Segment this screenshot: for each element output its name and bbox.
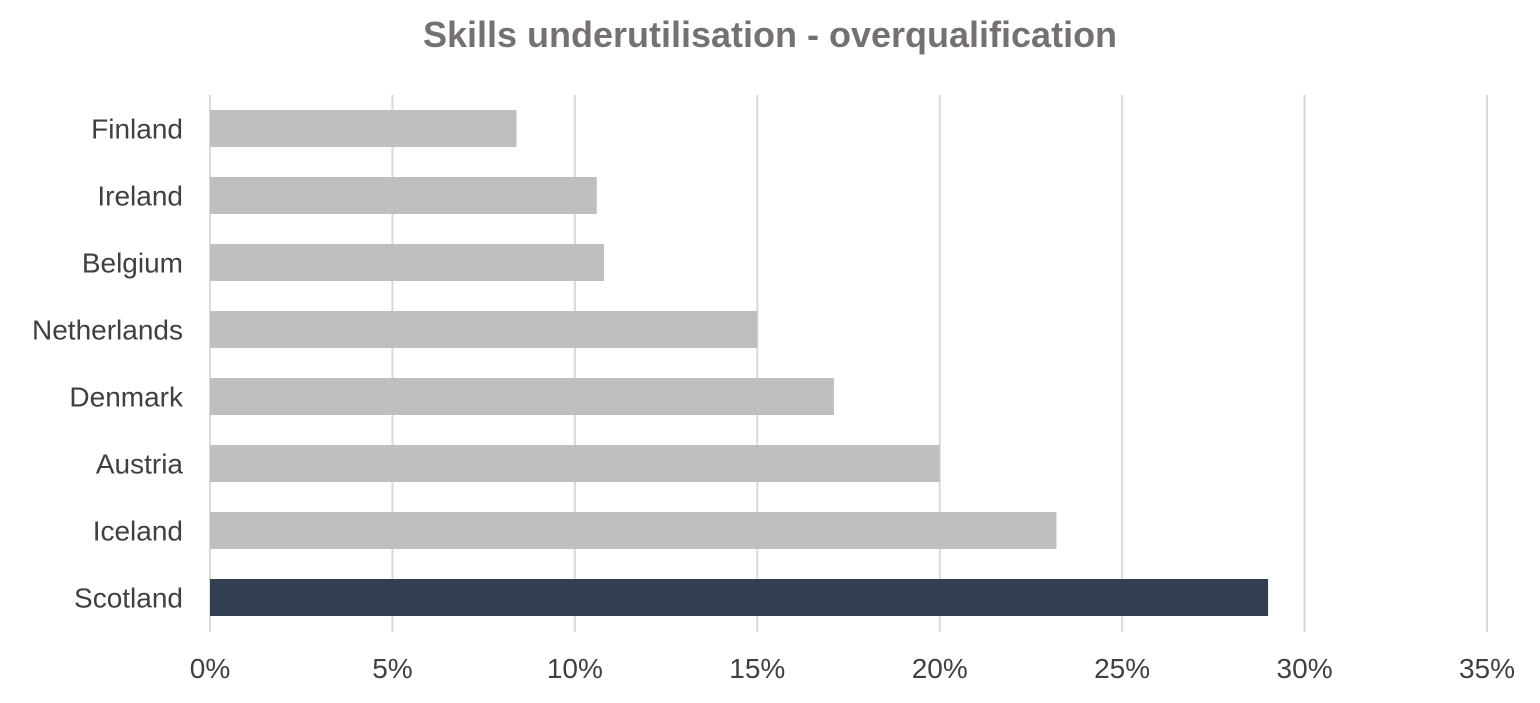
category-label-belgium: Belgium: [82, 248, 183, 279]
x-tick-label: 10%: [547, 653, 603, 684]
x-tick-label: 20%: [912, 653, 968, 684]
bar-finland: [210, 110, 517, 147]
x-tick-labels: 0% 5% 10% 15% 20% 25% 30% 35%: [190, 653, 1515, 684]
x-tick-label: 15%: [729, 653, 785, 684]
bar-netherlands: [210, 311, 758, 348]
bars: [210, 110, 1269, 616]
x-tick-label: 25%: [1094, 653, 1150, 684]
x-tick-label: 0%: [190, 653, 230, 684]
category-label-scotland: Scotland: [74, 583, 183, 614]
x-tick-label: 5%: [372, 653, 412, 684]
category-labels: Finland Ireland Belgium Netherlands Denmark A…: [32, 114, 184, 614]
category-label-netherlands: Netherlands: [32, 315, 183, 346]
category-label-iceland: Iceland: [93, 516, 183, 547]
bar-belgium: [210, 244, 605, 281]
chart-title: Skills underutilisation - overqualificat…: [422, 14, 1118, 55]
bar-austria: [210, 445, 940, 482]
x-tick-label: 30%: [1277, 653, 1333, 684]
bar-ireland: [210, 177, 597, 214]
category-label-austria: Austria: [96, 449, 184, 480]
category-label-finland: Finland: [91, 114, 183, 145]
bar-denmark: [210, 378, 834, 415]
category-label-ireland: Ireland: [97, 181, 183, 212]
x-tick-label: 35%: [1459, 653, 1515, 684]
bar-scotland: [210, 579, 1269, 616]
gridlines: [209, 95, 1488, 632]
category-label-denmark: Denmark: [69, 382, 184, 413]
bar-iceland: [210, 512, 1057, 549]
